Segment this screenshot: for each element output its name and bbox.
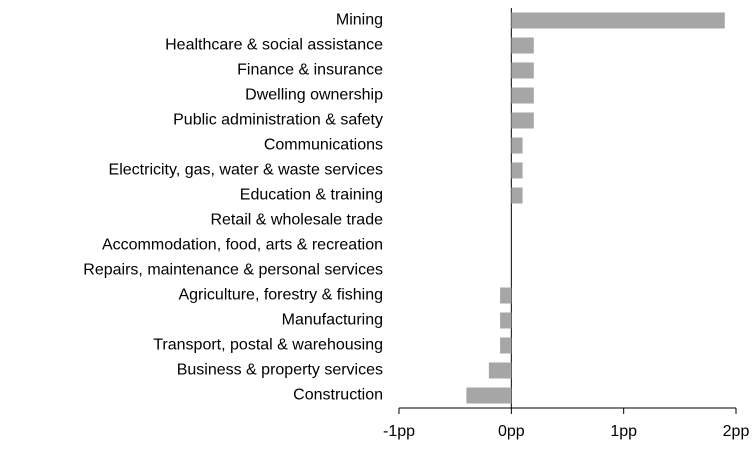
- bar: [500, 287, 512, 304]
- bar: [488, 362, 512, 379]
- bar: [500, 312, 512, 329]
- bar: [511, 162, 523, 179]
- x-tick-label: -1pp: [383, 423, 415, 440]
- y-tick-label: Accommodation, food, arts & recreation: [102, 237, 383, 254]
- y-tick-label: Public administration & safety: [173, 112, 383, 129]
- x-tick-label: 1pp: [610, 423, 637, 440]
- bar: [511, 37, 534, 54]
- x-tick-label: 0pp: [498, 423, 525, 440]
- y-tick-label: Transport, postal & warehousing: [153, 337, 383, 354]
- bar: [500, 337, 512, 354]
- bar: [511, 12, 725, 29]
- y-tick-label: Construction: [293, 387, 383, 404]
- y-tick-label: Healthcare & social assistance: [165, 37, 383, 54]
- y-tick-label: Mining: [336, 12, 383, 29]
- y-tick-label: Repairs, maintenance & personal services: [83, 262, 383, 279]
- bar: [466, 387, 512, 404]
- bar: [511, 187, 523, 204]
- y-tick-label: Electricity, gas, water & waste services: [109, 162, 383, 179]
- bar: [511, 112, 534, 129]
- y-tick-label: Manufacturing: [282, 312, 383, 329]
- y-tick-label: Retail & wholesale trade: [210, 212, 383, 229]
- x-tick-label: 2pp: [723, 423, 750, 440]
- y-tick-label: Agriculture, forestry & fishing: [178, 287, 383, 304]
- y-tick-label: Communications: [264, 137, 383, 154]
- y-tick-label: Business & property services: [177, 362, 383, 379]
- y-tick-label: Dwelling ownership: [245, 87, 383, 104]
- bar: [511, 137, 523, 154]
- bar: [511, 87, 534, 104]
- bar: [511, 62, 534, 79]
- y-tick-label: Finance & insurance: [237, 62, 383, 79]
- y-tick-label: Education & training: [240, 187, 383, 204]
